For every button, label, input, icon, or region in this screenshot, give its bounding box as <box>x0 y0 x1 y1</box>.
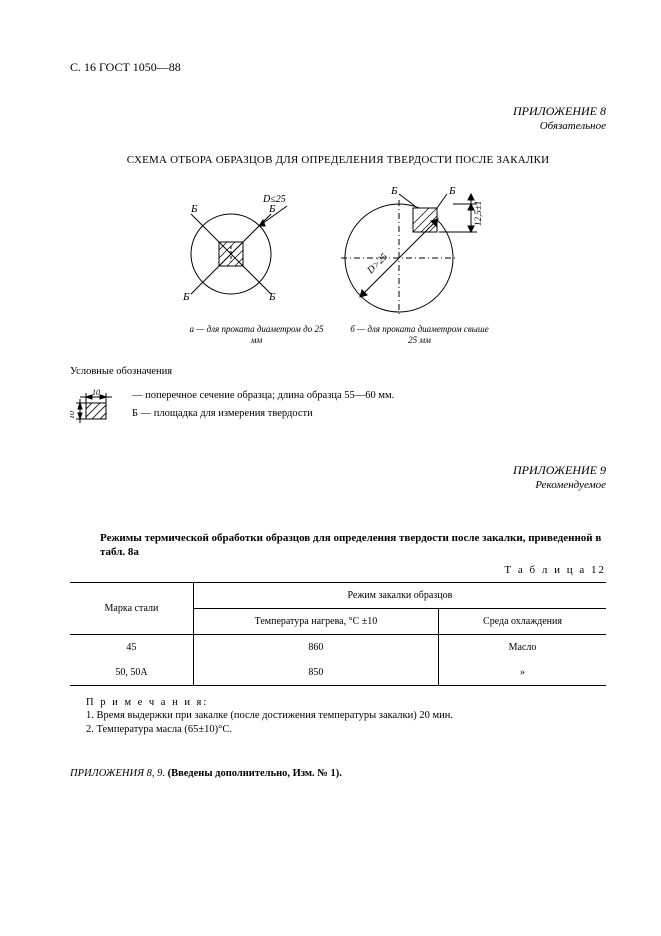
table-number: Т а б л и ц а 12 <box>70 563 606 577</box>
label-d-left: D≤25 <box>262 194 286 205</box>
page-header: С. 16 ГОСТ 1050—88 <box>70 60 606 76</box>
appendix-8-sub: Обязательное <box>70 119 606 133</box>
appendix-8-title: ПРИЛОЖЕНИЕ 8 <box>70 104 606 120</box>
caption-left: а — для проката диаметром до 25 мм <box>184 324 329 347</box>
diagram-left: Б Б Б Б D≤25 <box>169 186 299 306</box>
legend-line-1: — поперечное сечение образца; длина обра… <box>132 389 394 403</box>
legend-text-col: — поперечное сечение образца; длина обра… <box>132 389 394 424</box>
svg-text:10: 10 <box>70 411 76 419</box>
note-2: 2. Температура масла (65±10)°С. <box>86 723 606 737</box>
note-1: 1. Время выдержки при закалке (после дос… <box>86 709 606 723</box>
appendix-9-sub: Рекомендуемое <box>70 478 606 492</box>
addendum: ПРИЛОЖЕНИЯ 8, 9. (Введены дополнительно,… <box>70 767 606 781</box>
col-cool: Среда охлаждения <box>438 608 606 634</box>
label-b-r2: Б <box>448 186 456 197</box>
legend-symbol: 10 10 <box>70 389 124 425</box>
col-mode: Режим закалки образцов <box>193 582 606 608</box>
table-row: 45 860 Масло <box>70 634 606 660</box>
table-title: Режимы термической обработки образцов дл… <box>100 531 606 560</box>
label-b-r1: Б <box>390 186 398 197</box>
svg-text:10: 10 <box>92 389 100 397</box>
appendix-9-title: ПРИЛОЖЕНИЕ 9 <box>70 463 606 479</box>
legend-line-2: Б — площадка для измерения твердости <box>132 407 394 421</box>
mode-table: Марка стали Режим закалки образцов Темпе… <box>70 582 606 686</box>
section-heading: СХЕМА ОТБОРА ОБРАЗЦОВ ДЛЯ ОПРЕДЕЛЕНИЯ ТВ… <box>70 153 606 167</box>
diagram-right: Б Б D>25 12,5±1 <box>327 186 507 316</box>
legend-block: 10 10 — поперечное сечение образца; длин… <box>70 389 606 425</box>
appendix-8: ПРИЛОЖЕНИЕ 8 Обязательное <box>70 104 606 134</box>
label-d-right: D>25 <box>365 251 390 276</box>
legend-heading: Условные обозначения <box>70 365 606 379</box>
label-b-bl: Б <box>182 291 190 303</box>
caption-right: б — для проката диаметром свыше 25 мм <box>347 324 492 347</box>
appendix-9: ПРИЛОЖЕНИЕ 9 Рекомендуемое <box>70 463 606 493</box>
notes: П р и м е ч а н и я: 1. Время выдержки п… <box>86 696 606 737</box>
table-row: 50, 50А 850 » <box>70 660 606 686</box>
col-temp: Температура нагрева, °С ±10 <box>193 608 438 634</box>
label-dim-right: 12,5±1 <box>473 201 483 226</box>
diagram-captions: а — для проката диаметром до 25 мм б — д… <box>70 324 606 347</box>
col-steel: Марка стали <box>70 582 193 634</box>
label-b-tl: Б <box>190 203 198 215</box>
diagram-block: Б Б Б Б D≤25 <box>70 186 606 316</box>
label-b-br: Б <box>268 291 276 303</box>
